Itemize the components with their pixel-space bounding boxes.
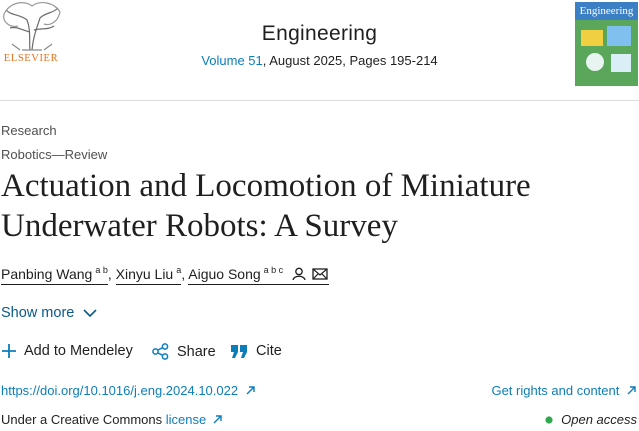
article-section: Robotics—Review [1,147,108,162]
action-label: Cite [256,343,282,359]
chevron-icon [83,308,97,317]
article-title: Actuation and Locomotion of Miniature Un… [1,168,531,244]
author-name: Panbing Wang [1,266,93,282]
author-icons [292,267,328,281]
author-name: Xinyu Liu [115,266,174,282]
author-affiliations: a [176,265,182,275]
cover-shape [586,53,604,71]
publisher-name: ELSEVIER [4,53,58,64]
journal-name[interactable]: Engineering [261,22,378,45]
author-list: Panbing Wang a b, Xinyu Liu a, Aiguo Song a… [1,265,330,285]
author-name: Aiguo Song [188,266,261,282]
author[interactable]: Panbing Wang a b [1,265,108,285]
mendeley-button[interactable]: Add to Mendeley [2,343,133,359]
external-icon [627,386,636,395]
cover-title: Engineering [580,5,634,17]
cover-shape [607,26,631,46]
license-info: Under a Creative Commons license [1,412,223,427]
access-text: Open access [561,412,637,427]
show-more[interactable]: Show more [1,305,97,321]
cite-button[interactable]: Cite [231,343,282,359]
issue-details: , August 2025, Pages 195-214 [262,53,438,68]
access-badge: Open access [545,412,637,427]
rights-text: Get rights and content [491,383,620,398]
license-prefix: Under a Creative Commons [1,412,163,427]
license-link-text: license [165,412,207,427]
author-affiliations: a b [95,265,108,275]
header-divider [0,100,639,101]
doi-link[interactable]: https://doi.org/10.1016/j.eng.2024.10.02… [1,383,256,398]
volume-link[interactable]: Volume 51 [201,53,263,68]
author-separator: , [107,266,112,282]
quote-icon [231,344,247,358]
external-icon [246,386,255,395]
article-type: Research [1,123,57,138]
author-affiliations: a b c [263,265,284,275]
cover-shape [611,54,631,72]
action-label: Add to Mendeley [24,343,133,359]
action-label: Share [177,343,216,360]
external-icon [213,415,222,424]
doi-text: https://doi.org/10.1016/j.eng.2024.10.02… [1,383,239,398]
share-button[interactable]: Share [152,343,216,360]
cover-shape [581,30,603,46]
journal-cover[interactable]: Engineering [575,2,638,86]
author-separator: , [181,266,186,282]
author[interactable]: Aiguo Song a b c [188,265,330,285]
plus-icon [2,344,16,358]
tree-graphic [3,2,61,51]
rights-link[interactable]: Get rights and content [491,383,637,398]
show-more-label: Show more [1,305,75,321]
share-icon [152,343,169,360]
author[interactable]: Xinyu Liu a [115,265,182,285]
issue-info: Volume 51, August 2025, Pages 195-214 [0,53,639,68]
publisher-logo[interactable]: ELSEVIER [0,0,62,66]
license-link[interactable]: license [166,412,223,427]
access-dot [545,415,553,424]
